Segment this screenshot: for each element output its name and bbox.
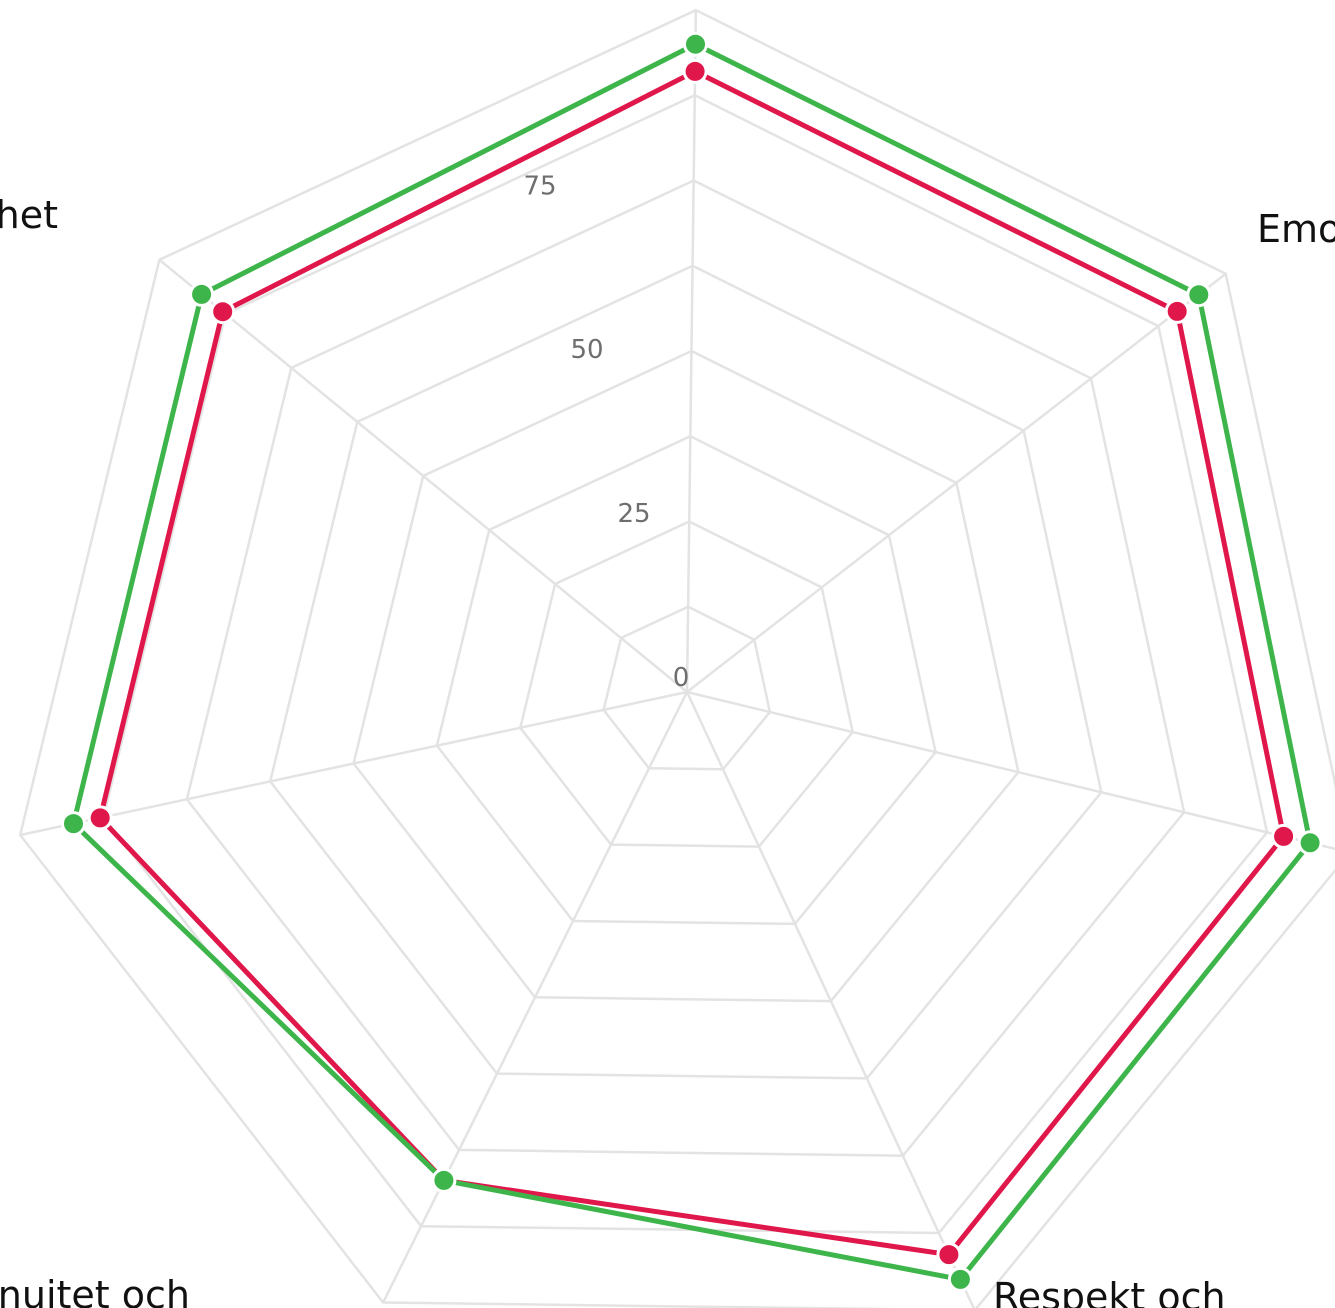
radar-series [61,31,1323,1292]
data-point [936,1242,962,1268]
axis-label: het [0,193,58,237]
data-point [1297,830,1323,856]
grid-ring [268,264,1103,1080]
grid-spoke [381,691,689,1304]
data-point [947,1266,973,1292]
grid-spoke [686,690,1335,851]
tick-label: 75 [523,171,556,201]
data-point [1271,823,1297,849]
grid-ring [518,520,855,848]
data-point [1164,298,1190,324]
axis-label: Respekt och [993,1275,1226,1308]
data-point [87,805,113,831]
grid-ring [352,349,1020,1003]
data-point [1186,282,1212,308]
axis-label: nuitet och [0,1273,190,1308]
grid-ring [435,434,937,926]
grid-ring [102,93,1269,1235]
data-point [61,811,86,837]
data-point [431,1167,457,1193]
grid-spoke [158,258,688,693]
grid-spoke [19,690,688,837]
grid-spoke [685,691,976,1308]
grid-spoke [685,10,698,693]
series-line-1 [97,68,1287,1258]
radar-grid [18,8,1335,1308]
axis-labels: Emo Respekt och nuitet och het [0,193,1335,1308]
tick-label: 50 [570,335,603,365]
tick-label: 0 [673,663,690,693]
axis-label: Emo [1257,207,1335,251]
data-point [210,299,236,325]
grid-spoke [686,272,1227,693]
radar-spokes [19,10,1335,1308]
tick-label: 25 [617,499,650,529]
series-line-2 [70,41,1313,1283]
grid-ring [602,605,772,771]
data-point [682,58,708,84]
radial-tick-labels: 0 25 50 75 [523,171,689,693]
data-point [189,281,215,307]
grid-ring [185,179,1186,1157]
data-point [683,31,708,57]
grid-ring [18,8,1335,1308]
